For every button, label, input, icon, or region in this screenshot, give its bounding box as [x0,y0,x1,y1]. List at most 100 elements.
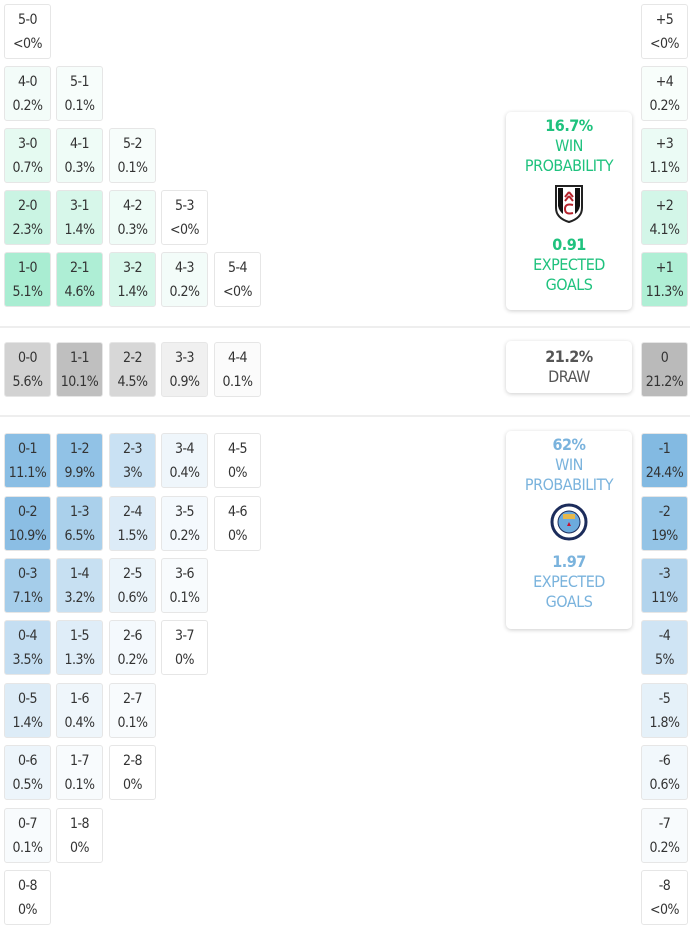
score-label: 4-4 [227,349,248,366]
scoreline-cell[interactable]: 4-4 0.1% [214,342,261,397]
probability-label: 7.1% [12,589,44,606]
scoreline-cell[interactable]: 1-0 5.1% [4,252,51,307]
probability-label: 4.6% [64,283,96,300]
scoreline-cell[interactable]: 1-4 3.2% [56,558,103,613]
goal-margin-cell[interactable]: -7 0.2% [641,808,688,863]
scoreline-cell[interactable]: 3-3 0.9% [161,342,208,397]
scoreline-cell[interactable]: 0-1 11.1% [4,433,51,488]
scoreline-cell[interactable]: 2-3 3% [109,433,156,488]
scoreline-cell[interactable]: 0-0 5.6% [4,342,51,397]
probability-label: 11% [651,589,678,606]
scoreline-cell[interactable]: 5-1 0.1% [56,66,103,121]
scoreline-cell[interactable]: 4-3 0.2% [161,252,208,307]
score-label: 3-6 [174,565,195,582]
goal-margin-cell[interactable]: -8 <0% [641,870,688,925]
probability-label: 10.9% [8,527,47,544]
probability-label: 0.1% [169,589,201,606]
goal-margin-cell[interactable]: -1 24.4% [641,433,688,488]
score-label: 2-4 [122,503,143,520]
score-label: 0-3 [17,565,38,582]
scoreline-cell[interactable]: 3-4 0.4% [161,433,208,488]
scoreline-cell[interactable]: 2-4 1.5% [109,496,156,551]
divider-home-draw [0,326,690,328]
scoreline-cell[interactable]: 3-1 1.4% [56,190,103,245]
fulham-crest-icon [554,184,584,229]
scoreline-cell[interactable]: 4-0 0.2% [4,66,51,121]
score-label: 3-4 [174,440,195,457]
scoreline-cell[interactable]: 2-0 2.3% [4,190,51,245]
scoreline-cell[interactable]: 2-7 0.1% [109,683,156,738]
goal-margin-cell[interactable]: -4 5% [641,620,688,675]
goal-margin-cell[interactable]: +2 4.1% [641,190,688,245]
scoreline-cell[interactable]: 5-4 <0% [214,252,261,307]
probability-label: 4.1% [649,221,681,238]
scoreline-cell[interactable]: 0-6 0.5% [4,745,51,800]
scoreline-cell[interactable]: 2-2 4.5% [109,342,156,397]
scoreline-cell[interactable]: 0-3 7.1% [4,558,51,613]
goal-margin-cell[interactable]: -6 0.6% [641,745,688,800]
margin-label: -2 [658,503,671,520]
scoreline-cell[interactable]: 5-3 <0% [161,190,208,245]
scoreline-cell[interactable]: 3-6 0.1% [161,558,208,613]
scoreline-cell[interactable]: 3-0 0.7% [4,128,51,183]
goal-margin-cell[interactable]: +4 0.2% [641,66,688,121]
goal-margin-cell[interactable]: 0 21.2% [641,342,688,397]
goal-margin-cell[interactable]: -3 11% [641,558,688,613]
goal-margin-cell[interactable]: -5 1.8% [641,683,688,738]
scoreline-cell[interactable]: 2-8 0% [109,745,156,800]
scoreline-cell[interactable]: 4-5 0% [214,433,261,488]
scoreline-cell[interactable]: 1-3 6.5% [56,496,103,551]
goal-margin-cell[interactable]: +3 1.1% [641,128,688,183]
scoreline-cell[interactable]: 4-1 0.3% [56,128,103,183]
scoreline-cell[interactable]: 0-2 10.9% [4,496,51,551]
away-win-probability: 62% [552,435,586,454]
scoreline-cell[interactable]: 1-8 0% [56,808,103,863]
margin-label: -6 [658,752,671,769]
home-summary-card: 16.7% WIN PROBABILITY 0.91 EXPECTED GOAL… [506,112,632,310]
divider-draw-away [0,415,690,417]
probability-label: <0% [169,221,200,238]
probability-label: 0.2% [12,97,44,114]
probability-label: 0.1% [117,159,149,176]
scoreline-cell[interactable]: 3-7 0% [161,620,208,675]
scoreline-cell[interactable]: 1-7 0.1% [56,745,103,800]
scoreline-cell[interactable]: 3-2 1.4% [109,252,156,307]
scoreline-cell[interactable]: 1-1 10.1% [56,342,103,397]
scoreline-cell[interactable]: 5-2 0.1% [109,128,156,183]
probability-label: 11.3% [645,283,684,300]
goal-margin-cell[interactable]: +5 <0% [641,4,688,59]
away-expected-goals: 1.97 [552,552,586,571]
scoreline-cell[interactable]: 5-0 <0% [4,4,51,59]
scoreline-cell[interactable]: 4-6 0% [214,496,261,551]
scoreline-cell[interactable]: 1-5 1.3% [56,620,103,675]
probability-label: 0% [18,901,37,918]
goal-margin-cell[interactable]: +1 11.3% [641,252,688,307]
margin-label: +4 [655,73,674,90]
probability-label: 0.2% [169,527,201,544]
margin-label: -5 [658,690,671,707]
scoreline-cell[interactable]: 0-8 0% [4,870,51,925]
scoreline-cell[interactable]: 2-5 0.6% [109,558,156,613]
probability-label: 0.2% [169,283,201,300]
scoreline-cell[interactable]: 2-6 0.2% [109,620,156,675]
probability-label: 0.7% [12,159,44,176]
probability-label: 10.1% [60,373,99,390]
goal-margin-cell[interactable]: -2 19% [641,496,688,551]
scoreline-cell[interactable]: 4-2 0.3% [109,190,156,245]
scoreline-cell[interactable]: 0-7 0.1% [4,808,51,863]
probability-label: 1.4% [64,221,96,238]
scoreline-cell[interactable]: 1-6 0.4% [56,683,103,738]
scoreline-cell[interactable]: 3-5 0.2% [161,496,208,551]
probability-label: <0% [222,283,253,300]
probability-label: 1.4% [117,283,149,300]
margin-label: -3 [658,565,671,582]
probability-label: 0.6% [117,589,149,606]
scoreline-cell[interactable]: 1-2 9.9% [56,433,103,488]
scoreline-cell[interactable]: 0-5 1.4% [4,683,51,738]
scoreline-cell[interactable]: 2-1 4.6% [56,252,103,307]
probability-label: 3.2% [64,589,96,606]
score-label: 0-5 [17,690,38,707]
probability-label: <0% [12,35,43,52]
home-win-label: WIN [555,136,583,155]
scoreline-cell[interactable]: 0-4 3.5% [4,620,51,675]
